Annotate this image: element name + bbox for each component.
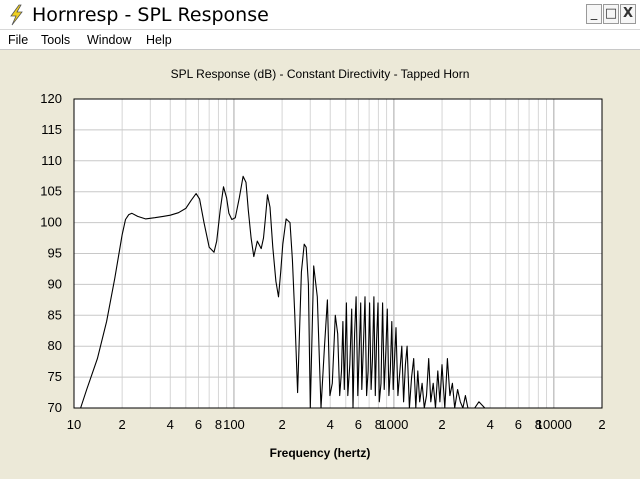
x-tick-label: 2	[438, 417, 445, 432]
y-tick-label: 90	[48, 276, 62, 291]
x-tick-label: 2	[119, 417, 126, 432]
x-tick-label: 8	[215, 417, 222, 432]
x-tick-label: 6	[195, 417, 202, 432]
y-tick-label: 100	[40, 215, 62, 230]
lightning-bolt-icon	[10, 4, 23, 26]
y-tick-label: 85	[48, 307, 62, 322]
x-tick-label: 1000	[379, 417, 408, 432]
menu-help[interactable]: Help	[146, 33, 172, 47]
x-tick-label: 2	[278, 417, 285, 432]
y-tick-label: 110	[41, 153, 62, 168]
x-tick-label: 6	[515, 417, 522, 432]
x-axis-label: Frequency (hertz)	[269, 446, 371, 460]
plot-frame	[73, 98, 603, 409]
close-button[interactable]: X	[620, 4, 636, 24]
menu-bar: File Tools Window Help	[0, 30, 640, 50]
x-tick-label: 6	[355, 417, 362, 432]
x-tick-label: 100	[223, 417, 245, 432]
y-tick-label: 70	[48, 400, 62, 415]
menu-tools[interactable]: Tools	[41, 33, 71, 47]
minimize-button[interactable]: _	[586, 4, 602, 24]
window-title: Hornresp - SPL Response	[32, 4, 269, 26]
chart-panel: SPL Response (dB) - Constant Directivity…	[0, 51, 640, 479]
y-tick-label: 105	[40, 184, 62, 199]
x-tick-label: 4	[327, 417, 334, 432]
y-tick-label: 95	[48, 246, 62, 261]
x-tick-label: 10000	[536, 417, 572, 432]
x-tick-label: 2	[598, 417, 605, 432]
y-tick-label: 115	[41, 122, 62, 137]
spl-response-line	[80, 175, 486, 408]
menu-file[interactable]: File	[8, 33, 29, 47]
chart-title: SPL Response (dB) - Constant Directivity…	[170, 67, 470, 81]
y-tick-label: 120	[40, 91, 62, 106]
x-tick-label: 4	[167, 417, 174, 432]
y-tick-label: 75	[48, 369, 62, 384]
x-tick-label: 4	[487, 417, 494, 432]
x-tick-label: 10	[67, 417, 81, 432]
x-tick-label: 8	[535, 417, 542, 432]
menu-window[interactable]: Window	[87, 33, 132, 47]
maximize-button[interactable]: □	[603, 4, 619, 24]
y-tick-label: 80	[48, 338, 62, 353]
x-tick-label: 8	[375, 417, 382, 432]
title-bar[interactable]: Hornresp - SPL Response _ □ X	[0, 0, 640, 30]
